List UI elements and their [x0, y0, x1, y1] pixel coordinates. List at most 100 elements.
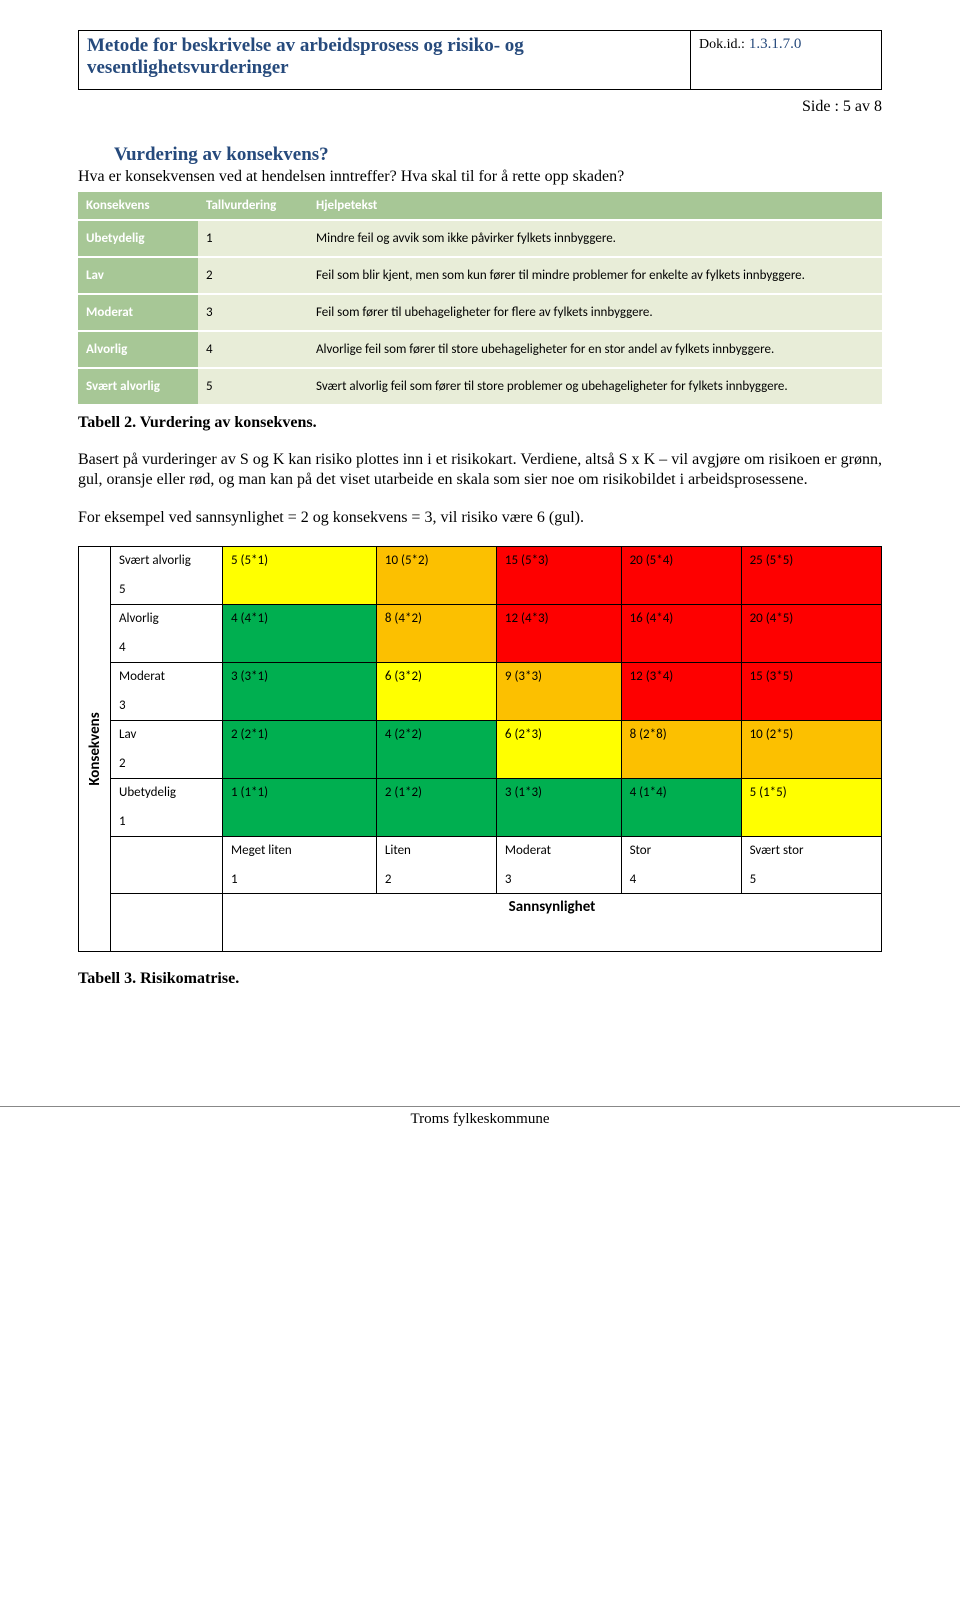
matrix-cell: 25 (5*5) — [741, 547, 881, 605]
row-label-num: 2 — [119, 756, 126, 771]
body-paragraph-1: Basert på vurderinger av S og K kan risi… — [78, 450, 882, 490]
matrix-blank-cell — [111, 837, 223, 894]
x-header-num: 5 — [750, 872, 757, 887]
document-title: Metode for beskrivelse av arbeidsprosess… — [87, 35, 524, 78]
konsekvens-table: Konsekvens Tallvurdering Hjelpetekst Ube… — [78, 192, 882, 406]
matrix-cell: 4 (2*2) — [376, 721, 496, 779]
t1-header-tallvurdering: Tallvurdering — [198, 192, 308, 220]
row-label-text: Moderat — [119, 669, 214, 684]
t1-cell-konsekvens: Ubetydelig — [78, 220, 198, 257]
matrix-row: Moderat33 (3*1)6 (3*2)9 (3*3)12 (3*4)15 … — [79, 663, 882, 721]
t1-cell-konsekvens: Svært alvorlig — [78, 368, 198, 405]
matrix-row: Lav 2 2 (2*1)4 (2*2)6 (2*3)8 (2*8)10 (2*5) — [79, 721, 882, 779]
footer-text: Troms fylkeskommune — [0, 1107, 960, 1140]
x-header-label: Meget liten — [231, 843, 368, 858]
matrix-cell: 6 (3*2) — [376, 663, 496, 721]
t1-cell-hjelpetekst: Mindre feil og avvik som ikke påvirker f… — [308, 220, 882, 257]
matrix-blank-cell — [111, 894, 223, 952]
matrix-cell: 5 (1*5) — [741, 779, 881, 837]
matrix-cell: 9 (3*3) — [496, 663, 621, 721]
row-label-text: Svært alvorlig — [119, 553, 214, 568]
matrix-cell: 16 (4*4) — [621, 605, 741, 663]
x-header-label: Svært stor — [750, 843, 873, 858]
t1-cell-hjelpetekst: Svært alvorlig feil som fører til store … — [308, 368, 882, 405]
x-header-label: Stor — [630, 843, 733, 858]
t1-cell-tall: 4 — [198, 331, 308, 368]
matrix-cell: 3 (1*3) — [496, 779, 621, 837]
row-label-text: Ubetydelig — [119, 785, 214, 800]
document-header: Metode for beskrivelse av arbeidsprosess… — [78, 30, 882, 90]
t1-cell-konsekvens: Alvorlig — [78, 331, 198, 368]
matrix-cell: 20 (5*4) — [621, 547, 741, 605]
row-label-text: Alvorlig — [119, 611, 214, 626]
y-axis-label: Konsekvens — [86, 712, 104, 785]
x-header-num: 1 — [231, 872, 238, 887]
matrix-cell: 8 (2*8) — [621, 721, 741, 779]
matrix-cell: 4 (4*1) — [223, 605, 377, 663]
matrix-row: Alvorlig 4 4 (4*1)8 (4*2)12 (4*3)16 (4*4)2… — [79, 605, 882, 663]
matrix-cell: 1 (1*1) — [223, 779, 377, 837]
t1-cell-hjelpetekst: Alvorlige feil som fører til store ubeha… — [308, 331, 882, 368]
matrix-row-label: Ubetydelig 1 — [111, 779, 223, 837]
t1-cell-tall: 3 — [198, 294, 308, 331]
matrix-cell: 4 (1*4) — [621, 779, 741, 837]
matrix-cell: 3 (3*1) — [223, 663, 377, 721]
t1-cell-konsekvens: Moderat — [78, 294, 198, 331]
row-label-text: Lav — [119, 727, 214, 742]
matrix-cell: 15 (3*5) — [741, 663, 881, 721]
t1-header-hjelpetekst: Hjelpetekst — [308, 192, 882, 220]
risk-matrix: KonsekvensSvært alvorlig55 (5*1)10 (5*2)… — [78, 546, 882, 952]
matrix-row-label: Svært alvorlig 5 — [111, 547, 223, 605]
matrix-x-header: Moderat 3 — [496, 837, 621, 894]
x-header-label: Moderat — [505, 843, 613, 858]
matrix-row: KonsekvensSvært alvorlig55 (5*1)10 (5*2)… — [79, 547, 882, 605]
body-paragraph-2: For eksempel ved sannsynlighet = 2 og ko… — [78, 508, 882, 528]
t1-cell-tall: 1 — [198, 220, 308, 257]
section-heading: Vurdering av konsekvens? — [114, 144, 882, 166]
matrix-x-header: Svært stor 5 — [741, 837, 881, 894]
matrix-cell: 2 (1*2) — [376, 779, 496, 837]
dokid-label: Dok.id.: — [699, 37, 745, 52]
x-header-num: 3 — [505, 872, 512, 887]
matrix-cell: 6 (2*3) — [496, 721, 621, 779]
t1-cell-hjelpetekst: Feil som blir kjent, men som kun fører t… — [308, 257, 882, 294]
matrix-cell: 10 (5*2) — [376, 547, 496, 605]
matrix-row-label: Lav 2 — [111, 721, 223, 779]
table-row: Alvorlig4Alvorlige feil som fører til st… — [78, 331, 882, 368]
matrix-cell: 20 (4*5) — [741, 605, 881, 663]
x-axis-label: Sannsynlighet — [223, 894, 882, 952]
matrix-cell: 10 (2*5) — [741, 721, 881, 779]
matrix-cell: 15 (5*3) — [496, 547, 621, 605]
header-title-cell: Metode for beskrivelse av arbeidsprosess… — [79, 31, 691, 89]
matrix-cell: 2 (2*1) — [223, 721, 377, 779]
matrix-row-label: Moderat 3 — [111, 663, 223, 721]
matrix-x-header: Stor 4 — [621, 837, 741, 894]
table-row: Svært alvorlig5Svært alvorlig feil som f… — [78, 368, 882, 405]
x-header-label: Liten — [385, 843, 488, 858]
row-label-num: 4 — [119, 640, 126, 655]
t1-cell-hjelpetekst: Feil som fører til ubehageligheter for f… — [308, 294, 882, 331]
table-row: Lav2Feil som blir kjent, men som kun før… — [78, 257, 882, 294]
matrix-x-header: Meget liten 1 — [223, 837, 377, 894]
row-label-num: 5 — [119, 582, 126, 597]
t1-header-konsekvens: Konsekvens — [78, 192, 198, 220]
matrix-cell: 8 (4*2) — [376, 605, 496, 663]
t1-cell-tall: 2 — [198, 257, 308, 294]
matrix-caption: Tabell 3. Risikomatrise. — [78, 970, 882, 988]
row-label-num: 1 — [119, 814, 126, 829]
y-axis-cell: Konsekvens — [79, 547, 111, 952]
matrix-row: Ubetydelig 1 1 (1*1)2 (1*2)3 (1*3)4 (1*4)5… — [79, 779, 882, 837]
table-row: Ubetydelig1Mindre feil og avvik som ikke… — [78, 220, 882, 257]
t1-cell-tall: 5 — [198, 368, 308, 405]
page-number: Side : 5 av 8 — [78, 98, 882, 116]
matrix-x-header-row: Meget liten 1 Liten2 Moderat 3 Stor 4 Svært sto… — [79, 837, 882, 894]
matrix-cell: 12 (4*3) — [496, 605, 621, 663]
x-header-num: 4 — [630, 872, 637, 887]
table-row: Moderat3Feil som fører til ubehagelighet… — [78, 294, 882, 331]
t1-cell-konsekvens: Lav — [78, 257, 198, 294]
table1-caption: Tabell 2. Vurdering av konsekvens. — [78, 414, 882, 432]
dokid-value: 1.3.1.7.0 — [749, 36, 802, 52]
row-label-num: 3 — [119, 698, 126, 713]
matrix-x-header: Liten2 — [376, 837, 496, 894]
header-dokid-cell: Dok.id.: 1.3.1.7.0 — [691, 31, 881, 89]
